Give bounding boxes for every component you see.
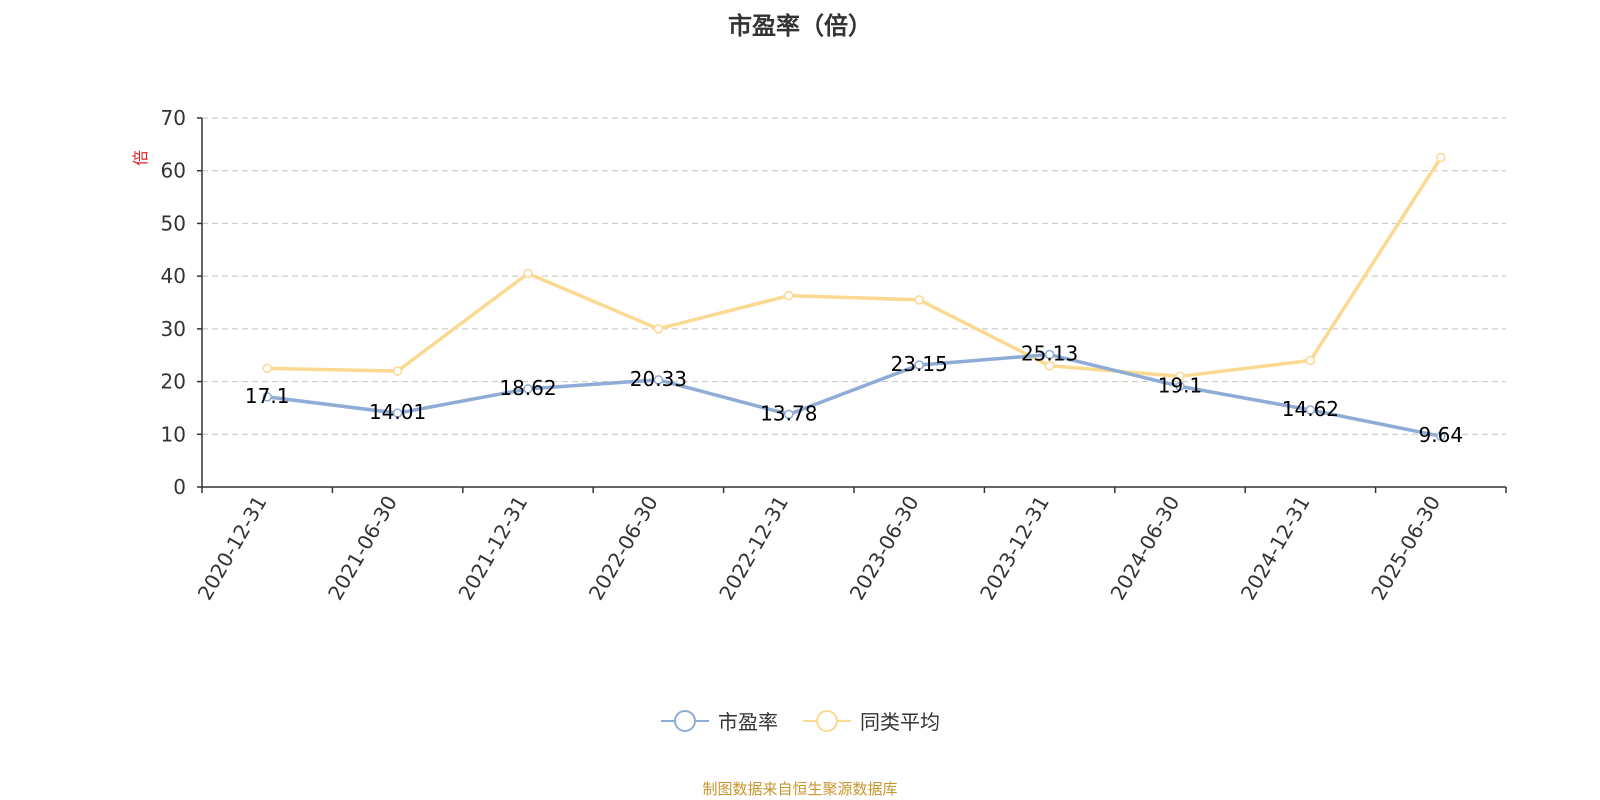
x-tick-label: 2021-06-30 xyxy=(323,491,402,604)
legend-item-0[interactable]: 市盈率 xyxy=(660,706,778,735)
data-point-1 xyxy=(1044,361,1055,371)
axes: 0 10 20 30 40 50 60 70 2020-12-31 2021-06-30 2021-… xyxy=(161,106,1507,605)
data-label: 14.01 xyxy=(369,400,426,424)
data-point-0 xyxy=(392,408,403,418)
x-tick-label: 2024-06-30 xyxy=(1105,492,1184,605)
data-point-0 xyxy=(1175,381,1185,392)
y-tick-label: 10 xyxy=(161,422,186,446)
data-point-1 xyxy=(1175,371,1185,382)
data-label: 20.33 xyxy=(630,367,687,391)
x-tick-label: 2025-06-30 xyxy=(1366,492,1445,605)
data-label: 14.62 xyxy=(1282,397,1339,421)
data-point-1 xyxy=(1305,355,1316,366)
source-note: 制图数据来自恒生聚源数据库 xyxy=(702,780,898,798)
series xyxy=(262,152,1446,441)
data-point-0 xyxy=(1305,405,1316,415)
y-tick-label: 30 xyxy=(161,317,186,341)
y-tick-label: 0 xyxy=(173,475,186,499)
data-point-0 xyxy=(262,392,272,402)
data-label: 25.13 xyxy=(1021,342,1078,366)
y-tick-label: 70 xyxy=(161,106,186,130)
legend: 市盈率 同类平均 xyxy=(0,706,1600,735)
series-line-0 xyxy=(265,352,1443,438)
data-label: 23.15 xyxy=(891,352,948,376)
legend-marker-icon xyxy=(661,709,709,732)
x-tick-label: 2023-12-31 xyxy=(975,492,1054,605)
data-label: 18.62 xyxy=(499,376,556,400)
data-label: 17.1 xyxy=(245,384,290,408)
data-label: 9.64 xyxy=(1419,423,1464,447)
x-tick-label: 2021-12-31 xyxy=(453,492,532,605)
data-point-1 xyxy=(392,366,403,376)
grid-lines xyxy=(202,117,1506,435)
data-point-0 xyxy=(784,409,794,420)
y-tick-label: 50 xyxy=(161,211,186,235)
data-point-1 xyxy=(784,290,794,301)
x-tick-label: 2022-12-31 xyxy=(714,492,793,605)
data-point-0 xyxy=(914,360,924,370)
legend-label: 市盈率 xyxy=(718,710,778,734)
data-point-0 xyxy=(1436,431,1446,441)
data-label: 13.78 xyxy=(760,401,817,425)
legend-marker-icon xyxy=(803,709,851,732)
y-tick-label: 20 xyxy=(161,370,186,394)
chart-title: 市盈率（倍） xyxy=(728,12,872,40)
data-point-0 xyxy=(1044,349,1055,360)
y-axis-label: 倍 xyxy=(131,150,150,166)
x-tick-label: 2022-06-30 xyxy=(584,492,663,605)
data-point-0 xyxy=(653,375,664,385)
x-tick-label: 2023-06-30 xyxy=(845,491,924,604)
data-point-1 xyxy=(262,363,272,374)
y-tick-label: 40 xyxy=(161,264,186,288)
data-point-1 xyxy=(914,295,924,305)
legend-label: 同类平均 xyxy=(860,710,940,734)
data-point-1 xyxy=(523,268,533,279)
data-labels: 17.1 14.01 18.62 20.33 13.78 23.15 25.13 19.1 14… xyxy=(245,342,1463,448)
x-tick-label: 2020-12-31 xyxy=(193,492,272,605)
data-point-1 xyxy=(653,324,664,334)
legend-item-1[interactable]: 同类平均 xyxy=(802,706,940,735)
data-point-0 xyxy=(523,384,533,394)
series-line-1 xyxy=(265,155,1443,379)
x-tick-label: 2024-12-31 xyxy=(1236,492,1315,605)
y-tick-label: 60 xyxy=(161,159,186,183)
line-chart: 0 10 20 30 40 50 60 70 2020-12-31 2021-06-30 2021-… xyxy=(131,106,1507,605)
data-label: 19.1 xyxy=(1158,373,1203,397)
data-point-1 xyxy=(1436,152,1446,163)
